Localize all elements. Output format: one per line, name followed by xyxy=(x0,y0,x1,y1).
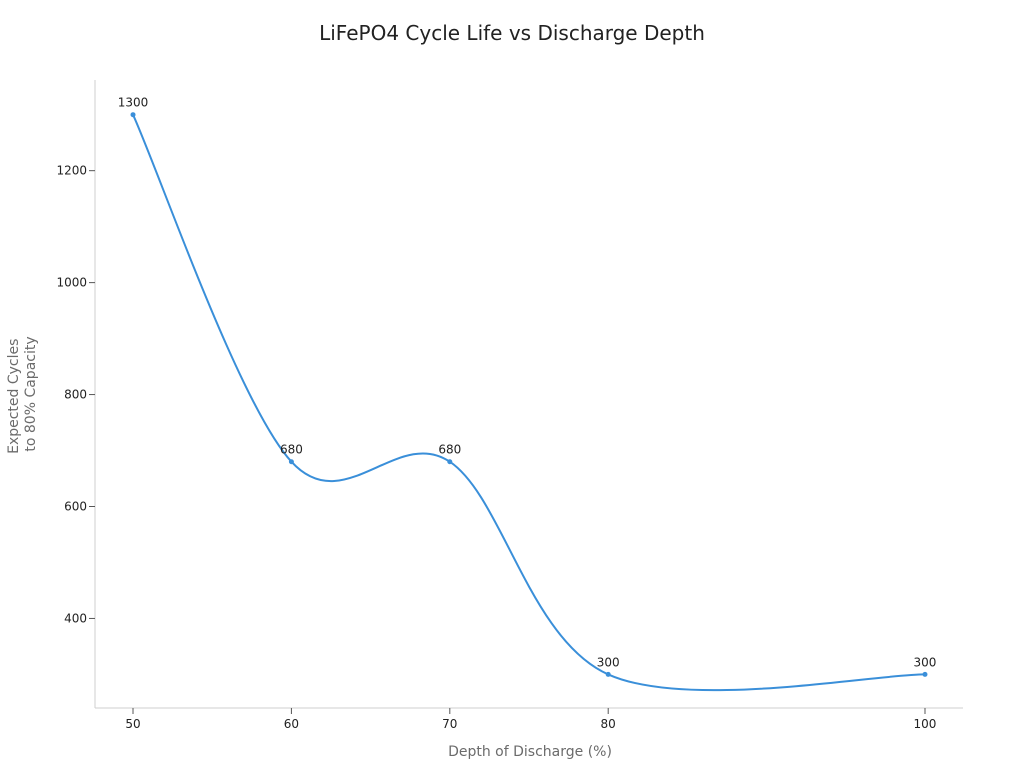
data-labels: 1300 680 680 300 300 xyxy=(118,96,937,670)
y-tick-label: 800 xyxy=(64,388,87,402)
x-tick-label: 50 xyxy=(125,717,140,731)
data-label: 680 xyxy=(438,443,461,457)
x-axis-label: Depth of Discharge (%) xyxy=(448,744,612,760)
data-label: 300 xyxy=(914,655,937,669)
chart-title: LiFePO4 Cycle Life vs Discharge Depth xyxy=(319,21,705,45)
data-point xyxy=(288,459,294,465)
series-group xyxy=(130,112,928,692)
x-tick-label: 100 xyxy=(914,717,937,731)
data-point xyxy=(605,671,611,677)
y-axis-label-line-2: to 80% Capacity xyxy=(23,336,39,451)
data-point xyxy=(130,112,136,118)
series-line xyxy=(132,114,925,692)
data-point xyxy=(922,671,928,677)
y-tick-label: 600 xyxy=(64,500,87,514)
data-label: 300 xyxy=(597,655,620,669)
y-axis-label: Expected Cycles to 80% Capacity xyxy=(6,334,39,454)
x-tick-label: 70 xyxy=(442,717,457,731)
x-tick-label: 60 xyxy=(284,717,299,731)
x-tick-label: 80 xyxy=(601,717,616,731)
y-tick-label: 400 xyxy=(64,611,87,625)
y-axis-ticks: 400 600 800 1000 1200 xyxy=(56,164,95,625)
data-point xyxy=(447,459,453,465)
data-label: 680 xyxy=(280,443,303,457)
x-axis-ticks: 50 60 70 80 100 xyxy=(125,708,936,731)
y-tick-label: 1000 xyxy=(56,276,87,290)
y-axis-label-line-1: Expected Cycles xyxy=(6,339,22,454)
y-tick-label: 1200 xyxy=(56,164,87,178)
data-label: 1300 xyxy=(118,96,149,110)
